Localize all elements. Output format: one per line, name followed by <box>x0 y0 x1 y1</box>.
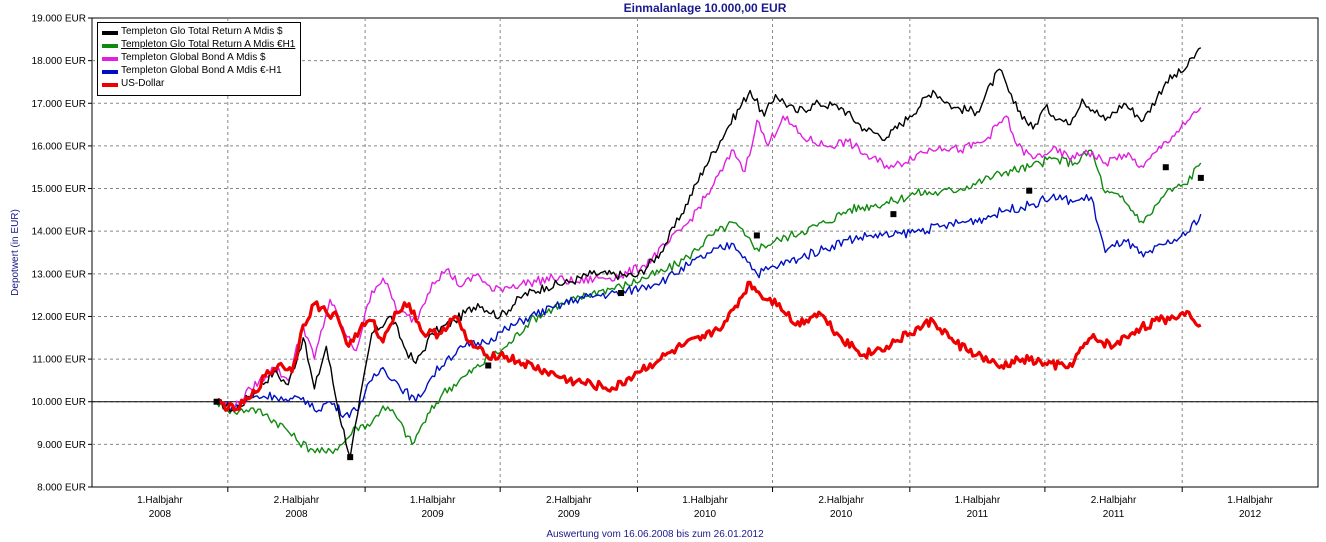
legend-item: Templeton Global Bond A Mdis €-H1 <box>102 65 296 77</box>
data-marker <box>347 454 354 461</box>
plot-area <box>91 17 1319 488</box>
x-tick-label: 1.Halbjahr <box>682 495 728 506</box>
legend-label: Templeton Global Bond A Mdis €-H1 <box>121 65 282 76</box>
legend-item: US-Dollar <box>102 78 296 90</box>
x-tick-label-year: 2011 <box>967 509 989 520</box>
x-tick-label-year: 2010 <box>830 509 853 520</box>
chart-title: Einmalanlage 10.000,00 EUR <box>624 1 787 15</box>
x-tick-label-year: 2008 <box>149 509 172 520</box>
x-tick-label-year: 2009 <box>422 509 445 520</box>
y-tick-label: 16.000 EUR <box>32 141 86 152</box>
data-marker <box>1026 187 1033 194</box>
x-tick-label: 1.Halbjahr <box>1227 495 1273 506</box>
x-tick-label: 2.Halbjahr <box>546 495 592 506</box>
legend: Templeton Glo Total Return A Mdis $ Templ… <box>97 22 301 96</box>
series-line-0 <box>216 47 1202 458</box>
data-marker <box>890 211 897 218</box>
y-tick-label: 19.000 EUR <box>32 14 86 25</box>
data-marker <box>618 290 625 297</box>
y-tick-label: 14.000 EUR <box>32 227 86 238</box>
data-marker <box>1162 164 1169 171</box>
series-line-4 <box>215 280 1202 412</box>
x-tick-label: 1.Halbjahr <box>410 495 456 506</box>
y-tick-label: 17.000 EUR <box>32 99 86 110</box>
data-marker <box>753 232 760 239</box>
x-tick-label: 2.Halbjahr <box>274 495 320 506</box>
legend-swatch <box>102 70 118 74</box>
y-tick-label: 13.000 EUR <box>32 269 86 280</box>
legend-label: Templeton Glo Total Return A Mdis €H1 <box>121 39 296 50</box>
x-axis-label: Auswertung vom 16.06.2008 bis zum 26.01.… <box>546 529 764 540</box>
series-line-3 <box>216 193 1202 419</box>
x-tick-label-year: 2008 <box>285 509 308 520</box>
x-tick-label-year: 2012 <box>1239 509 1262 520</box>
data-marker <box>485 362 492 369</box>
series-line-2 <box>216 107 1202 412</box>
y-tick-label: 15.000 EUR <box>32 184 86 195</box>
x-tick-label-year: 2010 <box>694 509 717 520</box>
x-tick-label: 2.Halbjahr <box>1091 495 1137 506</box>
x-tick-label: 1.Halbjahr <box>137 495 183 506</box>
legend-swatch <box>102 57 118 61</box>
legend-item: Templeton Global Bond A Mdis $ <box>102 52 296 64</box>
x-tick-label-year: 2011 <box>1103 509 1125 520</box>
legend-label: Templeton Glo Total Return A Mdis $ <box>121 26 283 37</box>
legend-swatch <box>102 83 118 87</box>
legend-swatch <box>102 31 118 35</box>
y-tick-label: 11.000 EUR <box>32 355 86 366</box>
y-tick-label: 9.000 EUR <box>37 440 86 451</box>
x-tick-label: 2.Halbjahr <box>818 495 864 506</box>
x-tick-label: 1.Halbjahr <box>955 495 1001 506</box>
legend-swatch <box>102 44 118 48</box>
y-tick-label: 18.000 EUR <box>32 56 86 67</box>
y-tick-label: 8.000 EUR <box>37 483 86 494</box>
legend-label: Templeton Global Bond A Mdis $ <box>121 52 266 63</box>
x-tick-label-year: 2009 <box>558 509 581 520</box>
data-marker <box>213 398 220 405</box>
y-tick-label: 12.000 EUR <box>32 312 86 323</box>
legend-item: Templeton Glo Total Return A Mdis $ <box>102 26 296 38</box>
legend-label: US-Dollar <box>121 78 165 89</box>
series-line-1 <box>215 149 1202 455</box>
data-marker <box>1197 174 1204 181</box>
y-axis-label: Depotwert (in EUR) <box>10 209 21 296</box>
y-tick-label: 10.000 EUR <box>32 397 86 408</box>
legend-item: Templeton Glo Total Return A Mdis €H1 <box>102 39 296 51</box>
